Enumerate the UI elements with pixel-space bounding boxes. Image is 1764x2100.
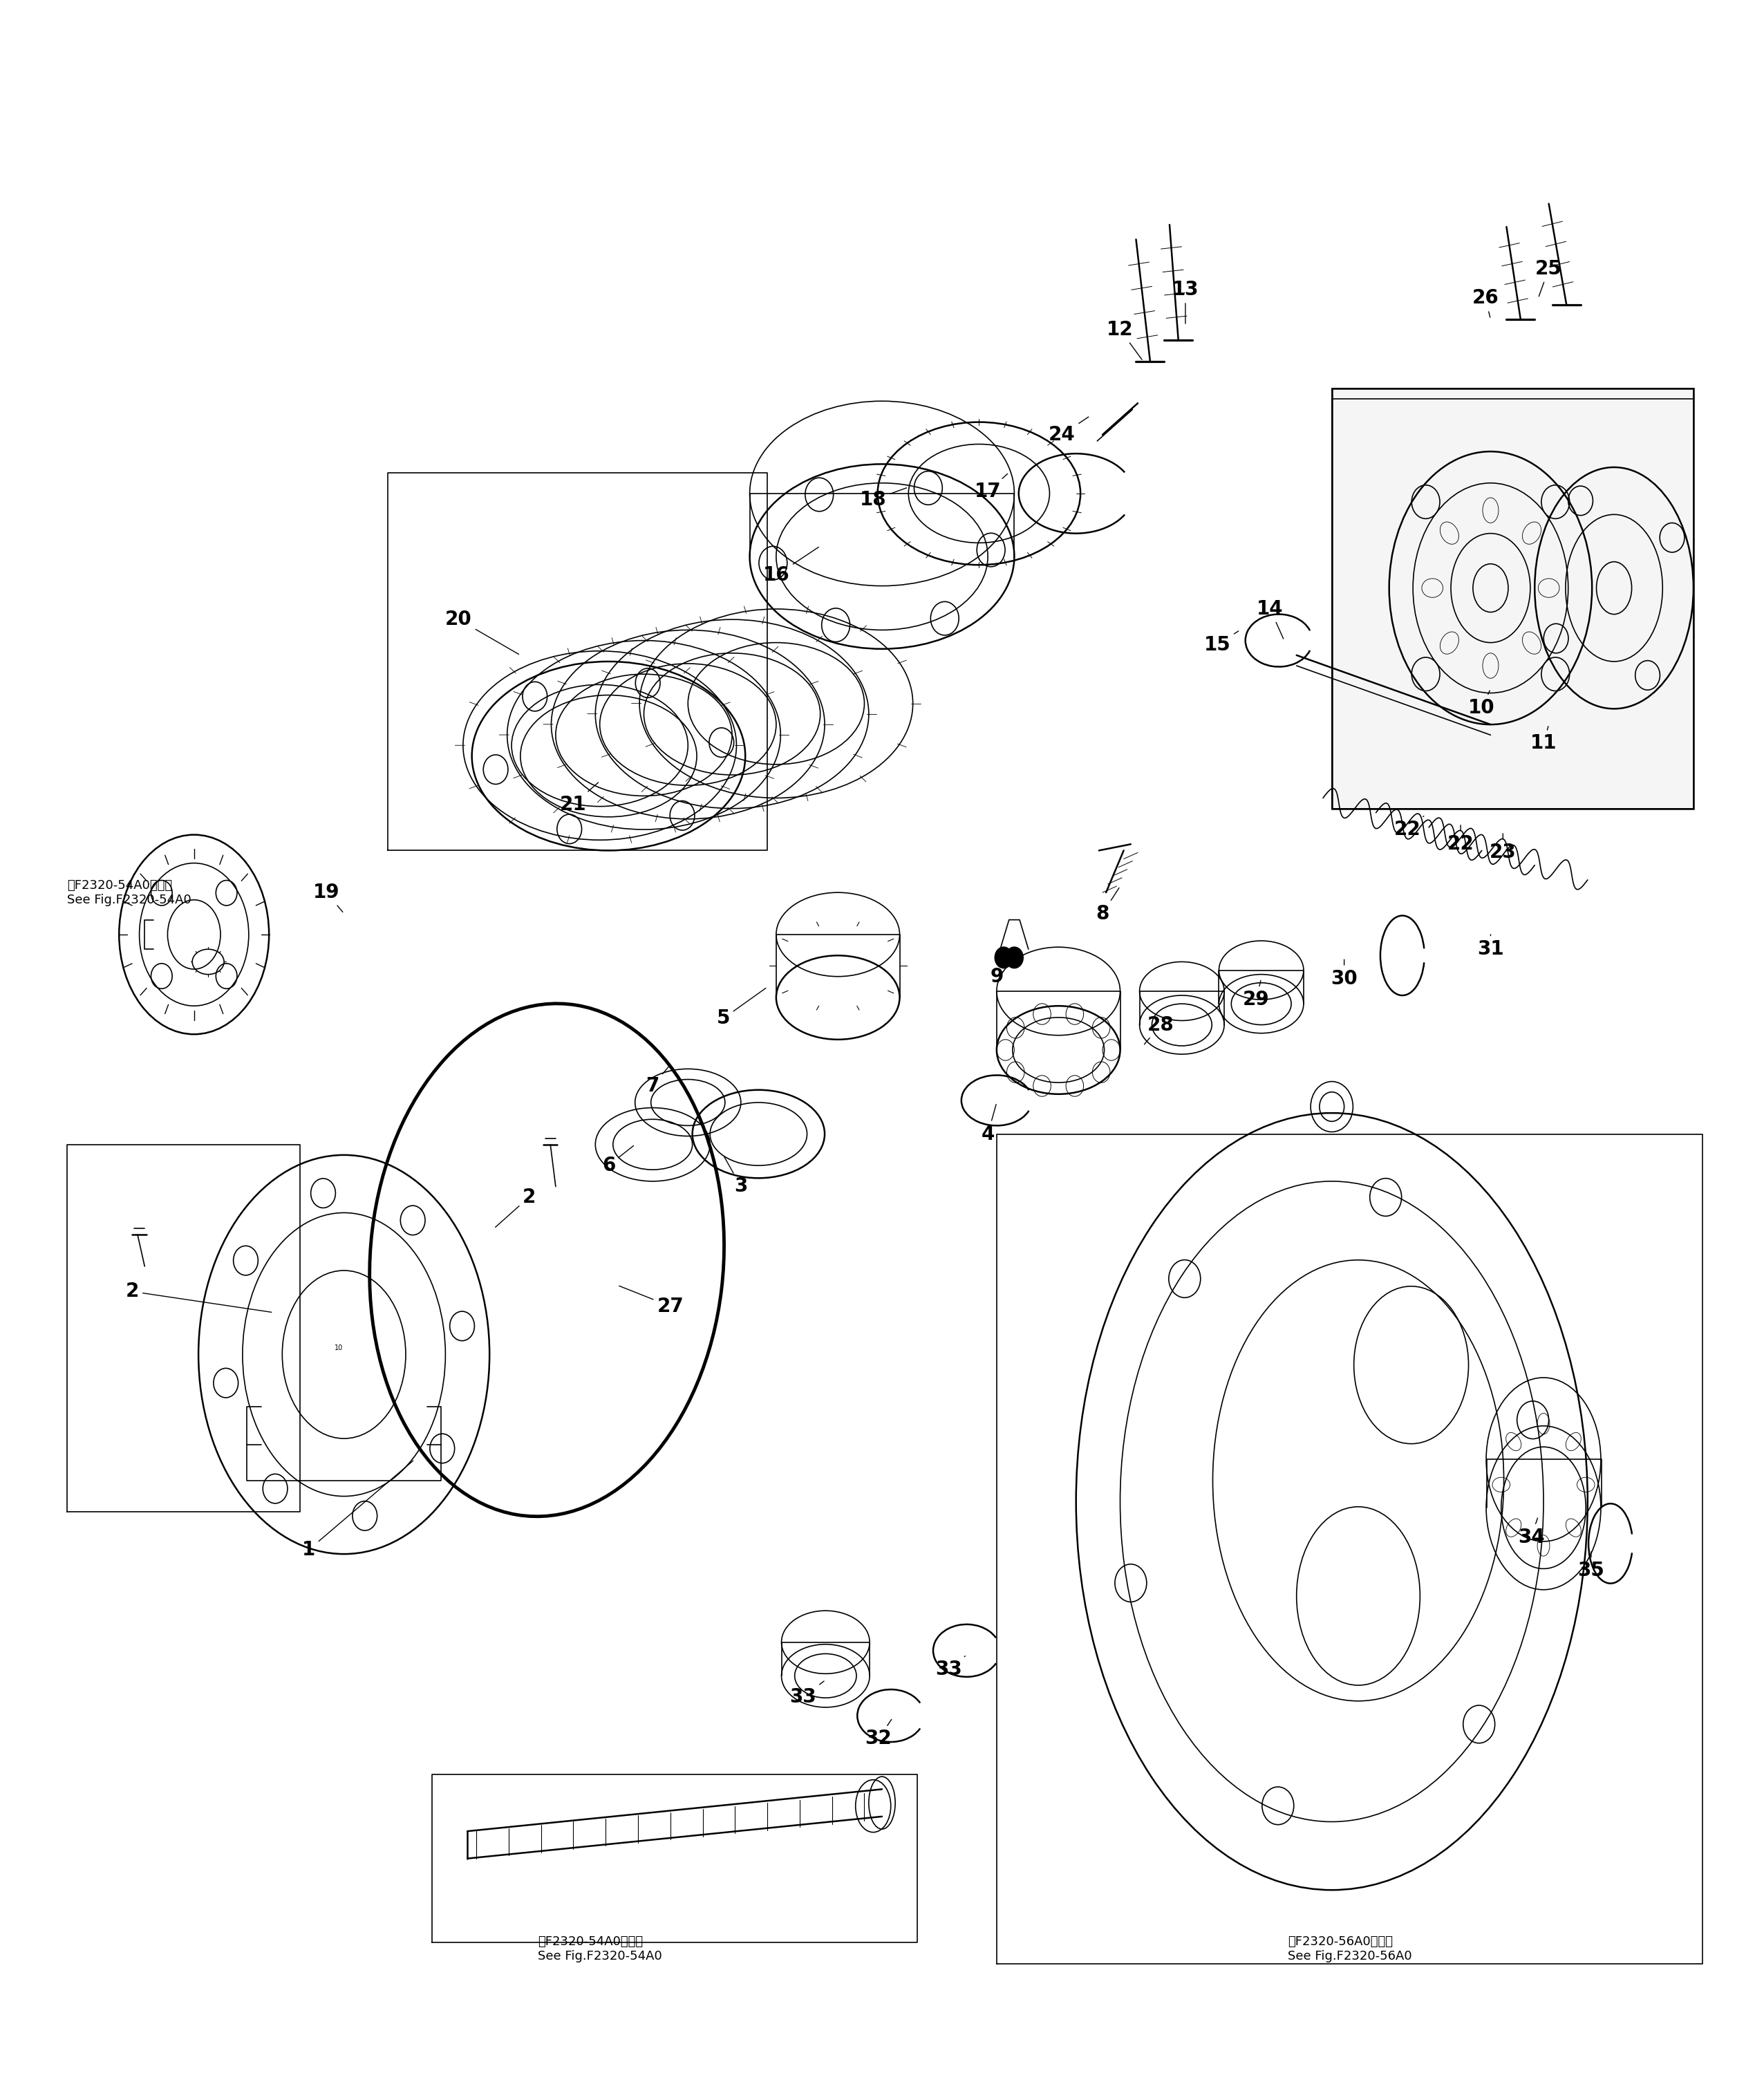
- Text: 3: 3: [725, 1157, 748, 1197]
- Text: 13: 13: [1171, 279, 1200, 323]
- Text: 10: 10: [335, 1344, 342, 1352]
- Text: 35: 35: [1577, 1552, 1605, 1581]
- Text: 22: 22: [1446, 825, 1475, 855]
- Text: 32: 32: [864, 1720, 893, 1749]
- Text: 12: 12: [1106, 319, 1141, 359]
- Text: 6: 6: [602, 1147, 633, 1176]
- Bar: [1332, 388, 1693, 809]
- Circle shape: [1005, 947, 1023, 968]
- Text: 8: 8: [1095, 888, 1118, 924]
- Text: 22: 22: [1394, 817, 1424, 840]
- Text: 第F2320-54A0図参照
See Fig.F2320-54A0: 第F2320-54A0図参照 See Fig.F2320-54A0: [67, 880, 191, 905]
- Text: 28: 28: [1145, 1014, 1175, 1044]
- Text: 20: 20: [445, 609, 519, 655]
- Text: 7: 7: [646, 1067, 669, 1096]
- Text: 11: 11: [1529, 727, 1558, 754]
- Text: 31: 31: [1476, 935, 1505, 960]
- Text: 第F2320-54A0図参照
See Fig.F2320-54A0: 第F2320-54A0図参照 See Fig.F2320-54A0: [538, 1936, 662, 1961]
- Text: 5: 5: [716, 989, 766, 1029]
- Text: 9: 9: [990, 951, 1009, 987]
- Text: 33: 33: [789, 1682, 824, 1707]
- Text: 19: 19: [312, 882, 342, 911]
- Text: 30: 30: [1330, 960, 1358, 989]
- Text: 16: 16: [762, 548, 818, 586]
- Circle shape: [995, 947, 1013, 968]
- Text: 15: 15: [1203, 630, 1238, 655]
- Text: 23: 23: [1489, 834, 1517, 863]
- Text: 10: 10: [1468, 691, 1496, 718]
- Text: 34: 34: [1517, 1518, 1545, 1548]
- Text: 14: 14: [1256, 598, 1284, 638]
- Text: 27: 27: [619, 1285, 684, 1317]
- Text: 18: 18: [859, 487, 907, 510]
- Text: 21: 21: [559, 783, 598, 815]
- Text: 33: 33: [935, 1657, 965, 1680]
- Text: 第F2320-56A0図参照
See Fig.F2320-56A0: 第F2320-56A0図参照 See Fig.F2320-56A0: [1288, 1936, 1411, 1961]
- Text: 25: 25: [1535, 258, 1563, 296]
- Text: 2: 2: [125, 1281, 272, 1312]
- Text: 17: 17: [974, 475, 1007, 502]
- Text: 24: 24: [1048, 418, 1088, 445]
- Text: 26: 26: [1471, 288, 1499, 317]
- Text: 2: 2: [496, 1186, 536, 1226]
- Text: 29: 29: [1242, 981, 1270, 1010]
- Text: 1: 1: [302, 1462, 413, 1560]
- Text: 4: 4: [981, 1105, 997, 1144]
- Bar: [1332, 388, 1693, 809]
